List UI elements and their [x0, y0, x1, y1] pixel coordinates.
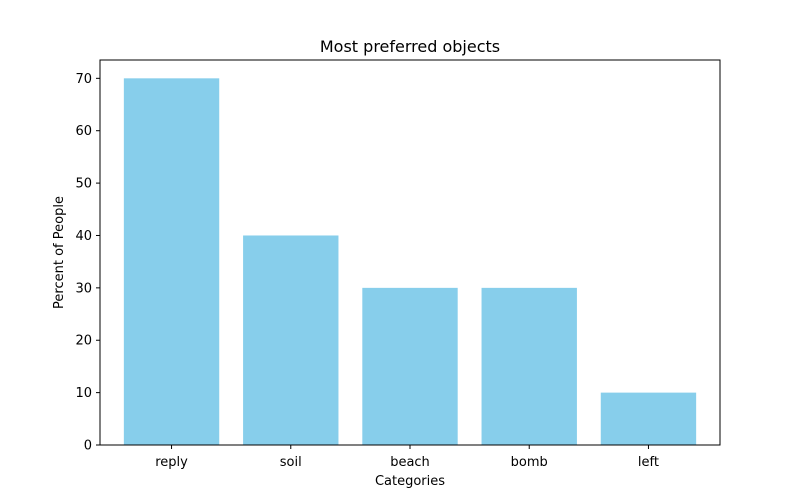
- bar-beach: [362, 287, 458, 445]
- chart-title: Most preferred objects: [320, 37, 500, 56]
- x-axis-title: Categories: [375, 474, 445, 489]
- x-tick-label-reply: reply: [155, 455, 188, 470]
- plot-frame: [99, 59, 721, 446]
- x-tick-label-left: left: [638, 455, 659, 470]
- y-tick-label-60: 60: [75, 124, 92, 139]
- x-axis: reply soil beach bomb left: [155, 445, 659, 470]
- y-axis-title: Percent of People: [52, 196, 67, 309]
- y-tick-label-10: 10: [75, 386, 92, 401]
- y-tick-label-0: 0: [84, 439, 92, 454]
- y-tick-label-70: 70: [75, 72, 92, 87]
- bars-group: [123, 78, 697, 445]
- y-tick-label-30: 30: [75, 281, 92, 296]
- bar-bomb: [481, 287, 577, 445]
- x-tick-label-bomb: bomb: [511, 455, 548, 470]
- bar-reply: [123, 78, 220, 445]
- bar-soil: [243, 235, 339, 445]
- y-axis: 0 10 20 30 40 50 60 70: [75, 72, 100, 454]
- y-tick-label-50: 50: [75, 177, 92, 192]
- x-tick-label-soil: soil: [280, 455, 302, 470]
- x-tick-label-beach: beach: [390, 455, 430, 470]
- y-tick-label-40: 40: [75, 229, 92, 244]
- y-tick-label-20: 20: [75, 334, 92, 349]
- bar-left: [600, 392, 697, 445]
